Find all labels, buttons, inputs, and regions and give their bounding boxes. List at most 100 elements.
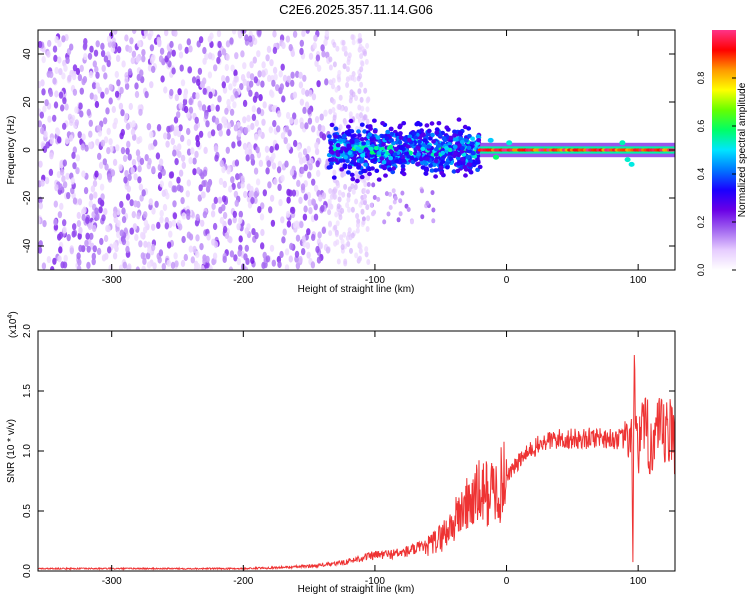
spectrogram-cell	[119, 200, 124, 209]
spectrogram-cell	[354, 138, 360, 143]
spectrogram-cell	[303, 164, 308, 172]
spectrogram-cell	[242, 116, 247, 124]
spectrogram-cell	[171, 67, 176, 75]
spectrogram-cell	[401, 121, 407, 126]
spectrogram-cell	[141, 55, 146, 63]
spectrogram-cell	[317, 124, 322, 132]
spectrogram-cell	[345, 66, 350, 73]
spectrogram-cell	[261, 118, 266, 126]
spectrogram-cell	[253, 76, 258, 84]
spectrogram-cell	[190, 256, 195, 264]
spectrogram-cell	[143, 211, 148, 219]
spectrogram-cell	[206, 233, 211, 241]
spectrogram-cell	[333, 126, 339, 131]
spectrogram-cell	[127, 68, 133, 76]
spectrogram-cell	[42, 220, 47, 228]
spectrogram-cell	[340, 244, 345, 250]
spectrogram-cell	[119, 229, 125, 237]
spectrogram-cell	[255, 146, 260, 154]
spectrogram-cell	[59, 168, 65, 176]
spectrogram-cell	[110, 169, 116, 177]
spectrogram-cell	[345, 147, 350, 152]
spectrogram-cell	[363, 162, 369, 167]
spectrogram-cell	[433, 158, 439, 164]
spectrogram-cell	[88, 119, 94, 127]
spectrogram-cell	[357, 104, 362, 111]
spectrogram-cell	[119, 132, 124, 140]
spectrogram-cell	[476, 138, 482, 143]
spectrogram-cell	[207, 71, 213, 79]
spectrogram-cell	[386, 145, 392, 151]
spectrogram-cell	[351, 39, 356, 46]
spectrogram-cell	[38, 202, 43, 210]
spectrogram-cell	[108, 97, 113, 105]
spectrogram-cell	[88, 200, 94, 208]
spectrogram-cell	[336, 203, 341, 210]
spectrogram-cell	[212, 252, 218, 260]
spectrogram-cell	[115, 225, 120, 233]
spectrogram-cell	[345, 158, 350, 164]
spectrogram-cell	[332, 193, 337, 200]
spectrogram-cell	[91, 82, 97, 90]
spectrogram-cell	[354, 252, 359, 259]
spectrogram-cell	[221, 75, 226, 83]
spectrogram-cell	[112, 211, 118, 219]
spectrogram-cell	[178, 124, 183, 132]
spectrogram-cell	[81, 78, 86, 86]
spectrogram-cell	[328, 79, 333, 86]
spectrogram-cell	[280, 174, 285, 182]
spectrogram-cell	[202, 77, 207, 85]
spectrogram-cell	[207, 131, 212, 139]
spectrogram-cell	[346, 196, 351, 203]
spectrogram-cell	[276, 125, 281, 133]
spectrogram-cell	[103, 136, 109, 144]
spectrogram-cell	[329, 122, 335, 128]
spectrogram-cell	[249, 61, 254, 69]
spectrogram-cell	[426, 144, 432, 149]
spectrogram-cell	[384, 136, 390, 141]
spectrogram-cell	[169, 40, 174, 49]
spectrogram-cell	[308, 163, 313, 171]
spectrogram-cell	[271, 259, 276, 267]
spectrogram-cell	[214, 154, 219, 162]
spectrogram-cell	[455, 168, 461, 174]
spectrogram-cell	[407, 134, 413, 139]
spectrogram-cell	[363, 194, 367, 199]
spectrogram-cell	[361, 141, 366, 146]
spectrogram-cell	[306, 251, 311, 259]
spectrogram-cell	[231, 141, 236, 149]
spectrogram-cell	[216, 30, 222, 38]
spectrogram-cell	[100, 42, 105, 51]
spectrogram-cell	[138, 183, 144, 191]
spectrogram-cell	[431, 162, 437, 167]
spectrogram-cell	[72, 146, 78, 154]
spectrogram-cell	[144, 154, 149, 162]
spectrogram-cell	[58, 91, 64, 99]
spectrogram-cell	[169, 88, 174, 97]
spectrogram-cell	[118, 163, 123, 171]
spectrogram-cell	[301, 30, 306, 37]
spectrogram-cell	[256, 50, 261, 58]
spectrogram-cell	[83, 187, 89, 195]
spectrogram-cell	[364, 58, 369, 65]
spectrogram-cell	[278, 199, 283, 207]
spectrogram-cell	[391, 166, 397, 171]
spectrogram-cell	[249, 73, 255, 81]
spectrogram-cell	[313, 34, 318, 42]
spectrogram-cell	[121, 207, 126, 215]
spectrogram-cell	[58, 183, 63, 191]
y-tick-label: -20	[22, 190, 33, 205]
spectrogram-cell	[217, 95, 222, 103]
spectrogram-cell	[229, 37, 234, 45]
spectrogram-cell	[225, 75, 230, 83]
spectrogram-cell	[159, 209, 164, 218]
spectrogram-cell	[122, 261, 128, 269]
spectrogram-cell	[231, 182, 236, 190]
spectrogram-cell	[161, 189, 166, 197]
spectrogram-cell	[218, 129, 223, 137]
spectrogram-cell	[217, 50, 222, 58]
spectrogram-cell	[159, 47, 165, 55]
spectrogram-cell	[257, 129, 263, 137]
spectrogram-cell	[41, 56, 46, 64]
